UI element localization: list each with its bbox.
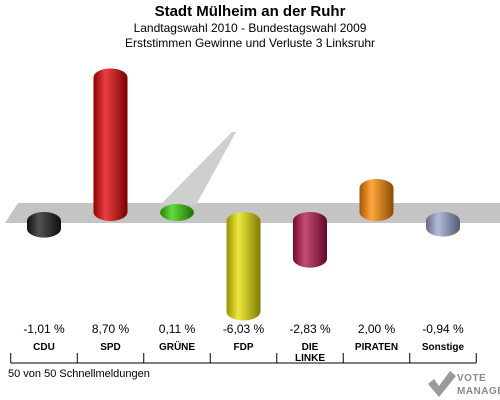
category-label: DIE xyxy=(302,342,319,353)
value-label: 2,00 % xyxy=(358,322,396,336)
bar-spd xyxy=(93,68,128,221)
chart-subtitle-2: Erststimmen Gewinne und Verluste 3 Links… xyxy=(124,36,376,50)
vote-manager-logo: VOTE MANAGER xyxy=(428,371,500,397)
checkmark-icon xyxy=(428,371,456,397)
value-label: 0,11 % xyxy=(159,322,196,336)
footer-note: 50 von 50 Schnellmeldungen xyxy=(8,368,150,380)
category-label: GRÜNE xyxy=(159,340,195,353)
bar-sonstige xyxy=(426,212,460,237)
category-label: SPD xyxy=(100,342,121,353)
category-label: FDP xyxy=(234,342,254,353)
value-label: 8,70 % xyxy=(92,322,130,336)
value-label: -2,83 % xyxy=(289,322,331,336)
category-label: LINKE xyxy=(295,353,325,364)
category-label: PIRATEN xyxy=(355,342,398,353)
value-label: -1,01 % xyxy=(23,322,65,336)
category-label: CDU xyxy=(33,342,55,353)
bar-fdp xyxy=(226,212,261,321)
bar-cdu xyxy=(27,212,61,238)
bar-gr-ne xyxy=(160,204,194,221)
logo-line-1: VOTE xyxy=(457,373,486,384)
value-label: -0,94 % xyxy=(422,322,464,336)
logo-line-2: MANAGER xyxy=(457,386,500,397)
bar-die-linke xyxy=(293,212,327,268)
value-label: -6,03 % xyxy=(223,322,265,336)
shadow-band xyxy=(160,132,236,205)
chart-subtitle-1: Landtagswahl 2010 - Bundestagswahl 2009 xyxy=(133,21,367,35)
chart-title: Stadt Mülheim an der Ruhr xyxy=(154,3,346,20)
title-block: Stadt Mülheim an der Ruhr Landtagswahl 2… xyxy=(0,3,500,51)
bar-piraten xyxy=(359,179,394,221)
category-label: Sonstige xyxy=(422,342,465,353)
